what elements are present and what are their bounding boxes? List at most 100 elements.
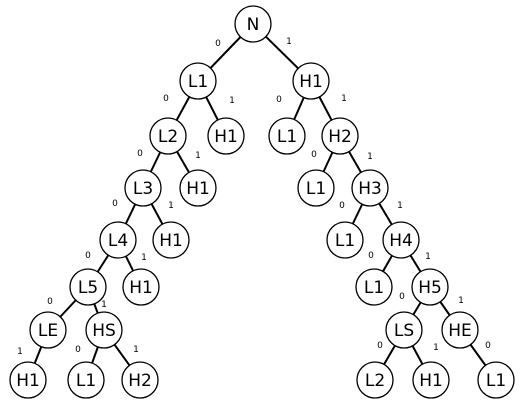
node-circle [122, 268, 160, 306]
tree-node-b1: H1 [292, 62, 330, 100]
node-label: H1 [186, 179, 210, 199]
edge-label-a2-a3: 0 [137, 149, 143, 159]
node-circle [85, 311, 123, 349]
node-circle [477, 361, 515, 399]
edge-label-a1-a2h: 1 [229, 96, 235, 106]
node-label: L2 [158, 127, 178, 147]
node-label: H1 [214, 127, 238, 147]
tree-node-b3l: L1 [297, 169, 335, 207]
node-circle [321, 117, 359, 155]
edge-label-a4-a5h: 1 [141, 253, 147, 263]
tree-node-b3: H3 [351, 169, 389, 207]
node-circle [9, 361, 47, 399]
edge-label-b5-ls: 0 [399, 292, 405, 302]
tree-node-a5h: H1 [122, 268, 160, 306]
node-label: H1 [129, 278, 153, 298]
node-label: L5 [78, 278, 98, 298]
tree-node-b2: H2 [321, 117, 359, 155]
node-label: LE [38, 321, 58, 341]
edge-label-b5-he: 1 [458, 296, 464, 306]
edge-label-hs-hs_l: 0 [75, 345, 81, 355]
node-label: L1 [335, 231, 355, 251]
edge-label-root-a1: 0 [215, 39, 221, 49]
tree-node-a3: L3 [124, 169, 162, 207]
node-label: HE [448, 321, 472, 341]
node-circle [179, 62, 217, 100]
tree-node-hs_r: H2 [121, 361, 159, 399]
tree-node-he: HE [441, 311, 479, 349]
node-label: H1 [299, 72, 323, 92]
edge-label-b1-b2l: 0 [276, 95, 282, 105]
node-label: L1 [306, 179, 326, 199]
node-label: H1 [159, 231, 183, 251]
edge-label-a5-le: 0 [47, 297, 53, 307]
node-circle [356, 361, 394, 399]
tree-node-le_c: H1 [9, 361, 47, 399]
edge-label-b4-b5: 1 [425, 252, 431, 262]
node-circle [292, 62, 330, 100]
node-circle [412, 361, 450, 399]
node-label: H2 [128, 371, 152, 391]
edge-label-root-b1: 1 [286, 37, 292, 47]
node-circle [29, 311, 67, 349]
edge-label-b3-b4l: 0 [339, 201, 345, 211]
tree-node-b2l: L1 [268, 117, 306, 155]
node-circle [355, 268, 393, 306]
node-circle [99, 221, 137, 259]
node-label: LS [394, 321, 414, 341]
node-circle [411, 268, 449, 306]
tree-node-hs: HS [85, 311, 123, 349]
node-circle [441, 311, 479, 349]
edge-label-hs-hs_r: 1 [133, 345, 139, 355]
edge-label-a1-a2: 0 [163, 94, 169, 104]
tree-node-he_c: L1 [477, 361, 515, 399]
edge-label-ls-ls_l: 0 [377, 341, 383, 351]
tree-node-a3h: H1 [179, 169, 217, 207]
tree-node-a4h: H1 [152, 221, 190, 259]
node-label: L1 [277, 127, 297, 147]
edge-label-b2-b3: 1 [367, 152, 373, 162]
tree-node-ls: LS [385, 311, 423, 349]
edge-label-b2-b3l: 0 [311, 150, 317, 160]
node-circle [67, 361, 105, 399]
edge-label-ls-ls_r: 1 [433, 343, 439, 353]
node-circle [152, 221, 190, 259]
edge-label-he-he_c: 0 [485, 341, 491, 351]
edge-label-le-le_c: 1 [17, 347, 23, 357]
edge-label-a4-a5: 0 [85, 251, 91, 261]
node-label: H2 [328, 127, 352, 147]
node-label: L1 [76, 371, 96, 391]
tree-node-le: LE [29, 311, 67, 349]
tree-node-b5l: L1 [355, 268, 393, 306]
edge-label-b4-b5l: 0 [368, 251, 374, 261]
node-label: HS [92, 321, 116, 341]
node-circle [268, 117, 306, 155]
edge-label-a3-a4: 0 [112, 199, 118, 209]
tree-node-ls_l: L2 [356, 361, 394, 399]
node-label: H5 [418, 278, 442, 298]
node-circle [121, 361, 159, 399]
nodes-layer: N L1 H1 L2 H1 L1 H2 L3 H1 L1 H3 L4 H1 L1 H4 L5 H1 L1 H5 LE H… [9, 5, 515, 399]
node-circle [207, 117, 245, 155]
tree-node-a5: L5 [69, 268, 107, 306]
node-circle [234, 5, 272, 43]
edge-label-b3-b4: 1 [397, 201, 403, 211]
node-circle [69, 268, 107, 306]
edge-label-a5-hs: 1 [101, 300, 107, 310]
tree-node-a1: L1 [179, 62, 217, 100]
edge-label-b1-b2: 1 [341, 94, 347, 104]
node-circle [385, 311, 423, 349]
node-label: H4 [389, 231, 413, 251]
node-circle [149, 117, 187, 155]
node-circle [179, 169, 217, 207]
edge-labels-layer: 0 1 0 1 0 1 0 1 0 1 0 1 0 1 0 1 0 1 0 1 0 1 1 0 1 0 1 0 [17, 37, 491, 357]
node-label: N [247, 15, 260, 35]
node-label: H3 [358, 179, 382, 199]
tree-node-b4l: L1 [326, 221, 364, 259]
node-circle [124, 169, 162, 207]
tree-node-a4: L4 [99, 221, 137, 259]
tree-node-a2h: H1 [207, 117, 245, 155]
node-label: L1 [188, 72, 208, 92]
node-circle [297, 169, 335, 207]
